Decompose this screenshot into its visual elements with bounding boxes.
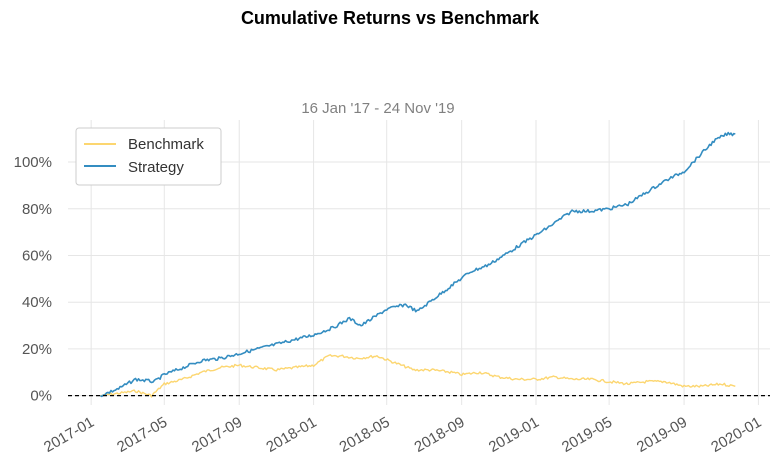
x-tick-label: 2018-05 — [337, 414, 393, 456]
y-tick-label: 40% — [22, 294, 52, 311]
y-tick-label: 100% — [14, 154, 52, 171]
x-tick-label: 2017-05 — [114, 414, 170, 456]
x-tick-label: 2018-09 — [411, 414, 467, 456]
chart-title: Cumulative Returns vs Benchmark — [241, 8, 540, 28]
chart-subtitle: 16 Jan '17 - 24 Nov '19 — [301, 100, 454, 117]
x-tick-label: 2017-01 — [41, 414, 97, 456]
y-axis-ticks: 0% 20% 40% 60% 80% 100% — [14, 154, 52, 405]
x-tick-label: 2019-01 — [486, 414, 542, 456]
legend: Benchmark Strategy — [75, 127, 222, 186]
series-line-benchmark — [100, 354, 736, 398]
y-tick-label: 80% — [22, 201, 52, 218]
legend-label-strategy: Strategy — [128, 159, 184, 176]
y-tick-label: 20% — [22, 341, 52, 358]
x-axis-ticks: 2017-01 2017-05 2017-09 2018-01 2018-05 2018-… — [41, 414, 764, 456]
x-tick-label: 2019-05 — [559, 414, 615, 456]
series-line-strategy — [99, 131, 736, 398]
legend-box — [75, 127, 222, 186]
legend-label-benchmark: Benchmark — [128, 136, 204, 153]
x-tick-label: 2020-01 — [708, 414, 764, 456]
x-tick-label: 2019-09 — [634, 414, 690, 456]
y-tick-label: 0% — [30, 388, 52, 405]
x-tick-label: 2018-01 — [263, 414, 319, 456]
series-layer — [99, 131, 736, 398]
x-tick-label: 2017-09 — [189, 414, 245, 456]
y-tick-label: 60% — [22, 247, 52, 264]
